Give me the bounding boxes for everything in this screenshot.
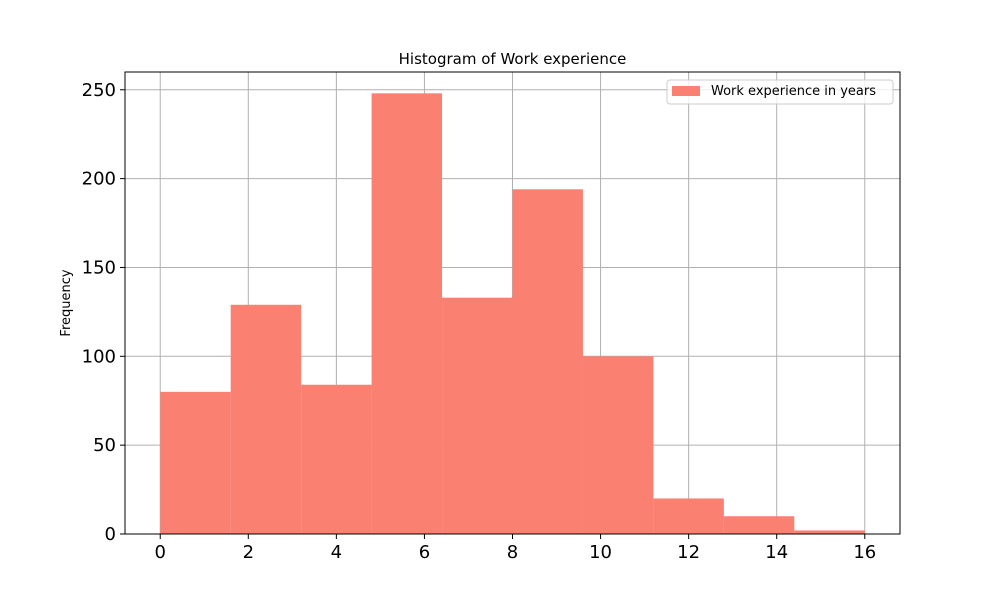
legend-label: Work experience in years <box>711 84 876 99</box>
legend: Work experience in years <box>666 79 894 105</box>
legend-swatch <box>672 86 700 96</box>
histogram-bar <box>723 516 795 534</box>
y-axis-label: Frequency <box>59 269 74 336</box>
histogram-bar <box>230 304 302 534</box>
histogram-bar <box>371 93 443 535</box>
histogram-bars <box>160 93 865 535</box>
y-tick-label: 200 <box>82 169 116 190</box>
x-tick-label: 4 <box>331 542 342 563</box>
chart-title: Histogram of Work experience <box>399 50 627 68</box>
x-tick-label: 10 <box>589 542 612 563</box>
y-tick-label: 50 <box>93 435 116 456</box>
x-tick-label: 6 <box>419 542 430 563</box>
y-tick-label: 100 <box>82 346 116 367</box>
x-tick-label: 0 <box>155 542 166 563</box>
histogram-bar <box>653 498 724 534</box>
histogram-bar <box>794 530 865 534</box>
x-tick-label: 12 <box>677 542 700 563</box>
histogram-bar <box>301 384 372 534</box>
x-tick-label: 16 <box>853 542 876 563</box>
x-tick-label: 2 <box>243 542 254 563</box>
x-tick-label: 14 <box>765 542 788 563</box>
histogram-bar <box>160 391 231 534</box>
y-tick-label: 0 <box>105 524 116 545</box>
y-tick-label: 250 <box>82 80 116 101</box>
histogram-bar <box>512 189 583 534</box>
histogram-bar <box>582 356 654 534</box>
y-tick-label: 150 <box>82 257 116 278</box>
x-tick-label: 8 <box>507 542 518 563</box>
histogram-bar <box>442 297 513 534</box>
axis-ticks: 0 2 4 6 8 10 12 14 16 0 50 100 150 200 250 <box>82 80 877 563</box>
legend-box <box>666 79 894 105</box>
